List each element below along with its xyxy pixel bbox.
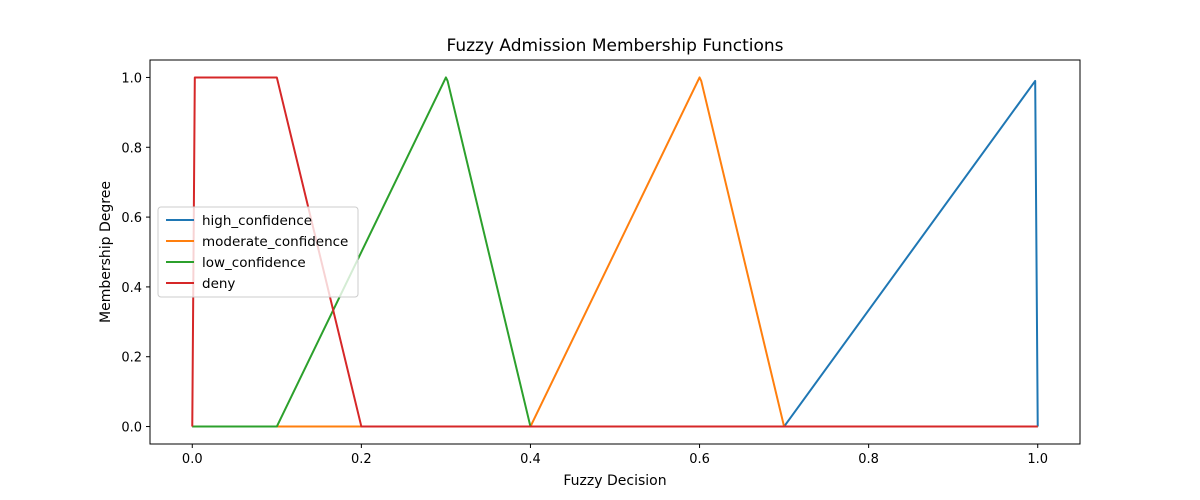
legend: high_confidence moderate_confidence low_co…: [157, 206, 359, 298]
x-axis-label: Fuzzy Decision: [563, 473, 666, 489]
x-tick-label: 1.0: [1027, 452, 1048, 467]
y-axis-label: Membership Degree: [98, 181, 114, 323]
legend-box: [157, 206, 359, 298]
y-tick-label: 0.4: [121, 281, 142, 296]
y-tick-label: 0.0: [121, 421, 142, 436]
x-tick-label: 0.2: [351, 452, 372, 467]
axes-frame: [149, 59, 1081, 445]
legend-label-low-confidence: low_confidence: [202, 255, 306, 271]
axes: 0.0 0.2 0.4 0.6 0.8 1.0 0.0 0.2 0.4 0.6 0.8 1.0: [121, 59, 1081, 467]
legend-label-high-confidence: high_confidence: [202, 213, 312, 229]
x-tick-label: 0.4: [520, 452, 541, 467]
x-tick-label: 0.6: [689, 452, 710, 467]
x-tick-label: 0.8: [858, 452, 879, 467]
series-line-deny: [191, 76, 1038, 428]
y-tick-label: 0.8: [121, 141, 142, 156]
legend-label-moderate-confidence: moderate_confidence: [202, 234, 348, 250]
y-tick-label: 0.2: [121, 351, 142, 366]
chart-title: Fuzzy Admission Membership Functions: [447, 36, 784, 56]
legend-label-deny: deny: [202, 276, 235, 292]
plot-area: [191, 76, 1039, 428]
y-tick-label: 0.6: [121, 211, 142, 226]
x-tick-label: 0.0: [182, 452, 203, 467]
y-tick-label: 1.0: [121, 71, 142, 86]
